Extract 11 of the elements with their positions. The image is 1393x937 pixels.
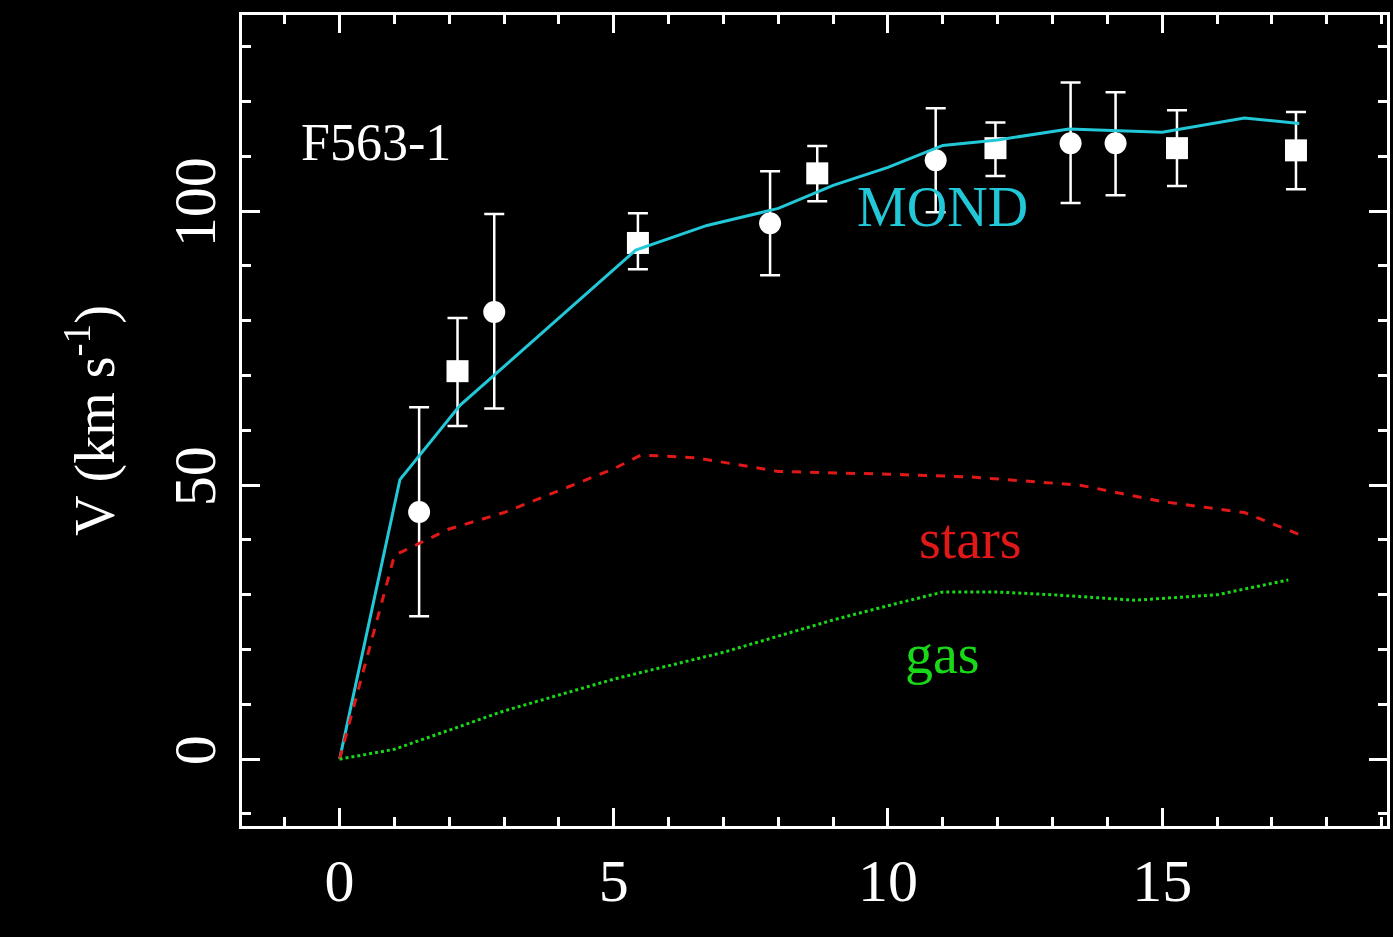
x-tick-label: 0 (324, 848, 355, 914)
y-tick-label: 100 (162, 157, 228, 248)
y-tick-label: 0 (162, 735, 228, 766)
x-tick-label: 15 (1132, 848, 1193, 914)
series-label: stars (919, 508, 1022, 570)
x-tick-label: 10 (857, 848, 918, 914)
x-tick-label: 5 (598, 848, 629, 914)
series-label: MOND (857, 176, 1029, 238)
annotation: F563-1 (301, 114, 452, 171)
series-label: gas (905, 623, 980, 685)
y-tick-label: 50 (162, 446, 228, 507)
